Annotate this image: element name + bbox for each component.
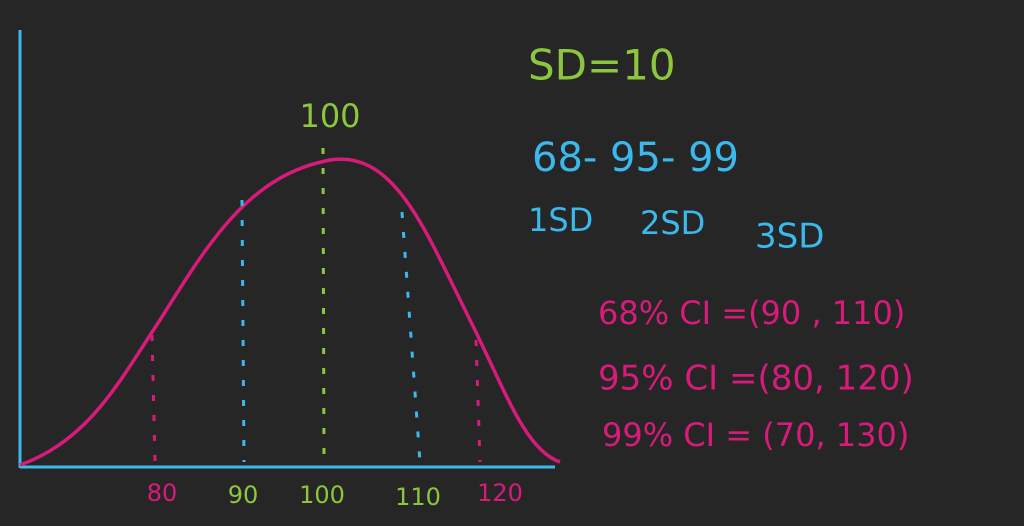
sd-label: 3SD xyxy=(755,217,824,257)
title: SD=10 xyxy=(528,41,676,90)
mean-line xyxy=(321,147,326,463)
sd-line xyxy=(240,199,246,463)
peak-label: 100 xyxy=(299,97,360,135)
sd-line xyxy=(474,339,482,463)
sd-label: 2SD xyxy=(640,204,705,242)
sd-line xyxy=(400,211,422,463)
rule-percentages: 68- 95- 99 xyxy=(532,135,739,181)
interval: 68% CI =(90 , 110) xyxy=(598,294,905,332)
interval: 95% CI =(80, 120) xyxy=(598,359,914,399)
axis-label: 90 xyxy=(228,481,259,509)
sd-label: 1SD xyxy=(528,201,593,239)
axis-label: 120 xyxy=(477,479,523,507)
axis-label: 80 xyxy=(147,479,178,507)
sd-markers xyxy=(150,147,482,463)
axis-label: 110 xyxy=(395,483,441,511)
axis-labels: 80 90 100 110 120 xyxy=(147,479,523,511)
interval: 99% CI = (70, 130) xyxy=(602,416,909,454)
normal-curve xyxy=(19,157,561,467)
sd-line xyxy=(150,334,157,463)
axis-label: 100 xyxy=(299,481,345,509)
